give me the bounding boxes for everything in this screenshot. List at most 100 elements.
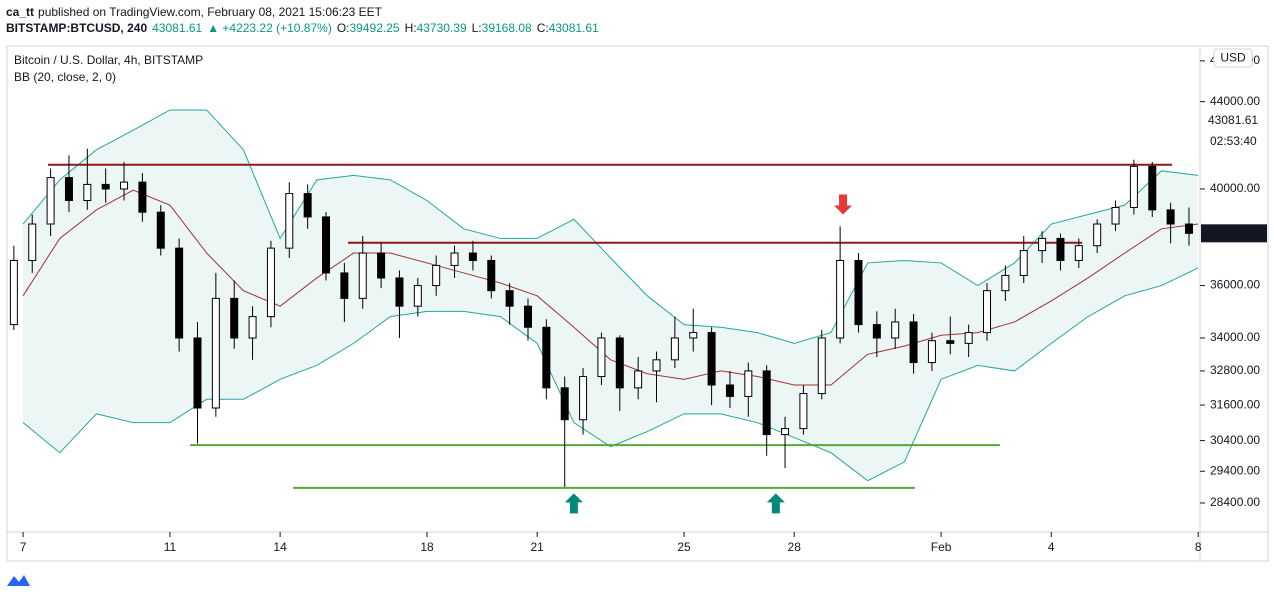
candle-body xyxy=(230,297,239,339)
candle-body xyxy=(377,252,386,279)
y-tick-label: 30400.00 xyxy=(1210,433,1260,447)
ohlc-key: O: xyxy=(337,21,350,35)
candle-body xyxy=(523,305,532,328)
x-tick-label: 4 xyxy=(1048,540,1055,554)
candle-body xyxy=(28,223,37,261)
ohlc-key: C: xyxy=(537,21,549,35)
candle-body xyxy=(46,177,55,225)
arrow xyxy=(766,493,785,514)
candle-body xyxy=(1166,209,1175,225)
candle-body xyxy=(156,211,165,249)
candle-body xyxy=(542,326,551,389)
candle-body xyxy=(652,359,661,372)
price-label: 43081.61 xyxy=(1208,113,1258,127)
candle-body xyxy=(634,370,643,389)
candle-body xyxy=(120,181,129,190)
candle-body xyxy=(83,183,92,202)
price-label: 38111.50 xyxy=(1208,225,1257,239)
x-tick-label: 14 xyxy=(273,540,287,554)
y-tick-label: 28400.00 xyxy=(1210,495,1260,509)
candle-body xyxy=(560,387,569,421)
candle-body xyxy=(9,259,18,326)
x-tick-label: 21 xyxy=(530,540,544,554)
arrow xyxy=(564,493,583,514)
candle-body xyxy=(615,337,624,389)
candle-body xyxy=(836,259,845,339)
band-fill xyxy=(23,109,1199,481)
change: ▲ +4223.22 (+10.87%) xyxy=(207,21,332,35)
x-tick-label: Feb xyxy=(931,540,952,554)
candle-body xyxy=(266,247,275,318)
y-tick-label: 34000.00 xyxy=(1210,330,1260,344)
x-tick-label: 28 xyxy=(788,540,802,554)
candle-body xyxy=(1056,237,1065,261)
y-tick-label: 31600.00 xyxy=(1210,397,1260,411)
price-axis: 46000.0044000.0040000.0036000.0034000.00… xyxy=(1200,53,1267,509)
y-tick-label: 44000.00 xyxy=(1210,94,1260,108)
ohlc-value: 43730.39 xyxy=(417,21,467,35)
candle-body xyxy=(891,321,900,339)
candle-body xyxy=(395,277,404,307)
currency-label[interactable]: USD xyxy=(1220,51,1246,65)
tradingview-logo[interactable] xyxy=(7,575,30,586)
band-upper xyxy=(22,109,1199,344)
candle-body xyxy=(872,324,881,339)
price-label-bg xyxy=(1201,111,1267,130)
ohlc-key: L: xyxy=(472,21,482,35)
symbol: BITSTAMP:BTCUSD, 240 xyxy=(6,21,147,35)
symbol-line: BITSTAMP:BTCUSD, 240 43081.61 ▲ +4223.22 (… xyxy=(6,21,599,35)
ohlc-value: 43081.61 xyxy=(549,21,599,35)
candle-body xyxy=(762,370,771,436)
author[interactable]: ca_tt xyxy=(6,5,34,19)
candle-body xyxy=(468,252,477,261)
candle-body xyxy=(1001,274,1010,292)
logo-icon[interactable] xyxy=(7,575,30,586)
currency-button[interactable] xyxy=(1213,48,1253,68)
candle-body xyxy=(1019,250,1028,276)
candle-body xyxy=(1129,165,1138,209)
ohlc-value: 39168.08 xyxy=(482,21,532,35)
candle-body xyxy=(340,272,349,299)
candle-body xyxy=(303,193,312,218)
candle-body xyxy=(138,181,147,213)
x-tick-label: 18 xyxy=(420,540,434,554)
x-tick-label: 11 xyxy=(164,540,177,554)
published: published on TradingView.com, February 0… xyxy=(38,5,383,19)
plot-area xyxy=(9,109,1199,489)
countdown: 02:53:40 xyxy=(1210,134,1257,148)
y-tick-label: 40000.00 xyxy=(1210,181,1260,195)
x-tick-label: 7 xyxy=(20,540,27,554)
candle-body xyxy=(799,393,808,430)
candle-body xyxy=(964,332,973,344)
last-price: 43081.61 xyxy=(152,21,202,35)
candle-body xyxy=(1093,223,1102,247)
x-tick-label: 8 xyxy=(1195,540,1202,554)
candle-body xyxy=(487,259,496,292)
candle-body xyxy=(193,337,202,409)
candle-body xyxy=(670,337,679,361)
candle-body xyxy=(211,297,220,409)
candle-body xyxy=(358,252,367,299)
y-tick-label: 29400.00 xyxy=(1210,463,1260,477)
candle-body xyxy=(817,337,826,395)
candle-body xyxy=(322,216,331,274)
indicator-legend: BB (20, close, 2, 0) xyxy=(14,70,116,84)
candle-body xyxy=(1184,223,1193,234)
published-line: ca_tt published on TradingView.com, Febru… xyxy=(6,5,383,19)
candle-body xyxy=(744,370,753,397)
candle-body xyxy=(597,337,606,378)
candle-body xyxy=(579,376,588,421)
candle-body xyxy=(101,183,110,190)
candle-body xyxy=(175,247,184,339)
y-tick-label: 32800.00 xyxy=(1210,363,1260,377)
candle-body xyxy=(285,193,294,249)
x-tick-label: 25 xyxy=(677,540,691,554)
candle-body xyxy=(725,384,734,397)
band-middle xyxy=(22,189,1199,386)
candle-body xyxy=(707,332,716,386)
candle-body xyxy=(1148,165,1157,211)
candle-body xyxy=(1111,207,1120,225)
candle-body xyxy=(64,177,73,202)
